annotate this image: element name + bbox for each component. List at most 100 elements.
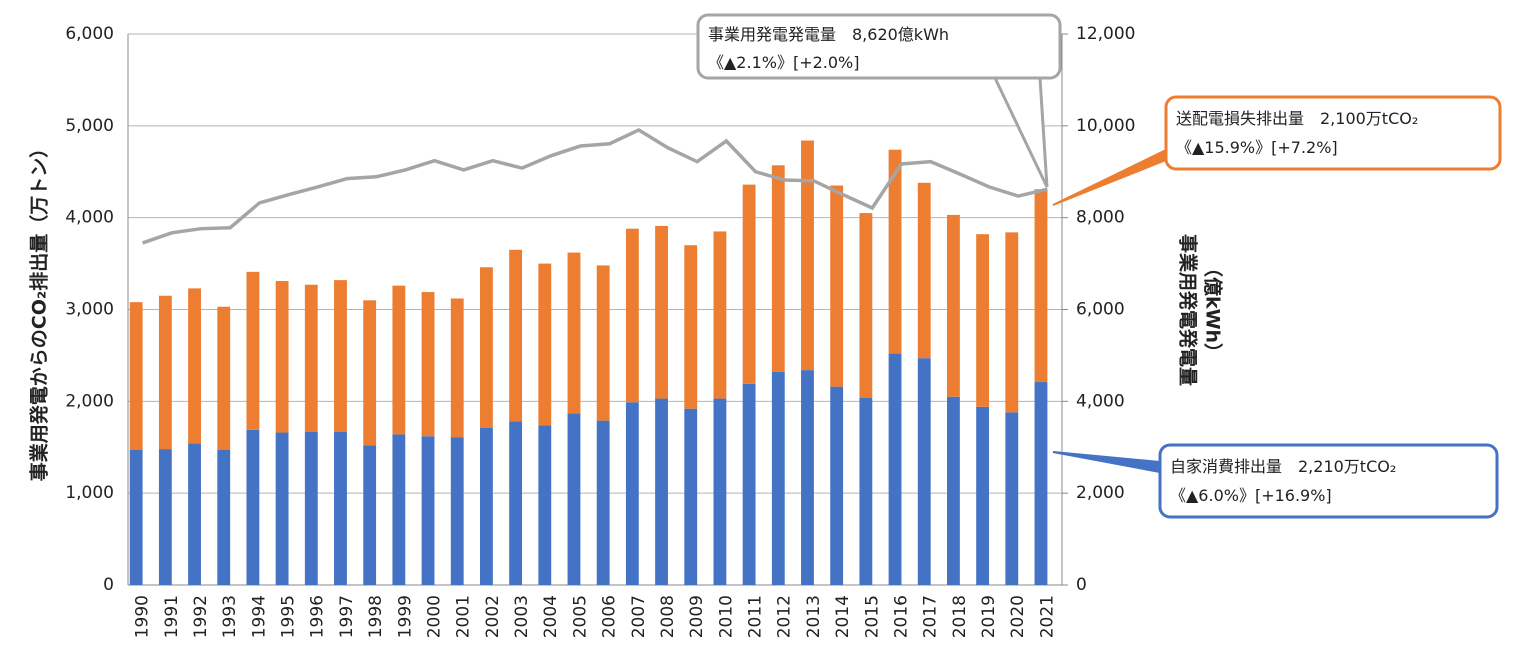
bar <box>888 353 902 585</box>
bar <box>801 370 814 585</box>
y2-tick-label: 4,000 <box>1076 391 1125 411</box>
x-tick-label: 1996 <box>308 595 328 638</box>
x-tick-label: 2018 <box>950 595 970 638</box>
bar <box>217 450 231 585</box>
x-tick-label: 2003 <box>512 595 532 638</box>
bar <box>684 408 698 585</box>
callout-box <box>1158 443 1499 519</box>
bar <box>625 228 639 403</box>
y2-tick-label: 6,000 <box>1076 300 1125 320</box>
bar <box>596 420 610 585</box>
annotation: 《▲6.0%》[+16.9%] <box>1170 486 1332 505</box>
annotation: 事業用発電発電量 8,620億kWh <box>708 25 949 44</box>
y-tick-label: 6,000 <box>65 24 114 44</box>
bar <box>158 449 172 585</box>
bar <box>625 402 639 585</box>
bar <box>392 434 406 585</box>
callout-pointer <box>993 77 1049 188</box>
bar <box>567 413 581 585</box>
bar <box>771 371 785 585</box>
bar <box>217 306 231 451</box>
x-tick-label: 2019 <box>979 595 999 638</box>
bar <box>859 397 873 585</box>
bar <box>246 271 260 430</box>
bar <box>947 396 960 585</box>
bar <box>480 427 493 585</box>
annotation: 《▲2.1%》[+2.0%] <box>708 53 860 72</box>
bar <box>450 437 464 585</box>
x-tick-label: 2015 <box>862 595 882 638</box>
x-tick-label: 2016 <box>891 595 911 638</box>
bar <box>801 140 814 371</box>
bar <box>655 398 668 585</box>
bar <box>567 252 581 414</box>
bar <box>830 185 844 387</box>
x-tick-label: 2006 <box>600 595 620 638</box>
x-tick-label: 1994 <box>249 595 269 638</box>
x-tick-label: 2012 <box>775 595 795 638</box>
bar <box>275 281 289 433</box>
bar <box>275 432 289 585</box>
y-tick-label: 4,000 <box>65 208 114 228</box>
bar <box>392 285 406 435</box>
y2-tick-label: 2,000 <box>1076 483 1125 503</box>
annotation: 送配電損失排出量 2,100万tCO₂ <box>1176 109 1418 128</box>
annotation: 《▲15.9%》[+7.2%] <box>1176 138 1338 157</box>
annotation: 自家消費排出量 2,210万tCO₂ <box>1170 457 1396 476</box>
x-tick-label: 1990 <box>133 595 153 638</box>
callout-pointer <box>1052 451 1161 474</box>
x-tick-label: 2004 <box>541 595 561 638</box>
bar <box>742 184 756 384</box>
bar <box>917 358 931 585</box>
bar <box>1005 412 1019 585</box>
x-tick-label: 2014 <box>833 595 853 638</box>
x-tick-label: 2007 <box>629 595 649 638</box>
x-tick-label: 2010 <box>716 595 736 638</box>
bar <box>450 298 464 438</box>
y2-tick-label: 0 <box>1076 575 1087 595</box>
x-tick-label: 2002 <box>483 595 503 638</box>
bar <box>538 263 552 426</box>
bar <box>1034 382 1048 585</box>
bar <box>771 165 785 372</box>
bar <box>188 288 201 444</box>
x-tick-label: 2001 <box>454 595 474 638</box>
x-tick-label: 1998 <box>366 595 386 638</box>
y-axis-label: 事業用発電からのCO₂排出量（万トン） <box>28 139 51 481</box>
bar <box>304 284 318 432</box>
bar <box>538 425 552 585</box>
bar <box>655 225 668 399</box>
x-tick-label: 2021 <box>1037 595 1057 638</box>
bar <box>334 280 347 432</box>
x-tick-label: 2013 <box>804 595 824 638</box>
bar <box>830 386 844 585</box>
bar <box>304 431 318 585</box>
y2-tick-label: 12,000 <box>1076 24 1135 44</box>
y2-tick-label: 8,000 <box>1076 208 1125 228</box>
bar <box>684 245 698 409</box>
x-tick-label: 2000 <box>424 595 444 638</box>
bar <box>246 429 260 585</box>
y2-axis-label: 事業用発電発電量 <box>1177 234 1200 386</box>
y-tick-label: 1,000 <box>65 483 114 503</box>
bar <box>1034 189 1048 383</box>
x-tick-label: 2008 <box>658 595 678 638</box>
y2-tick-label: 10,000 <box>1076 116 1135 136</box>
bar <box>480 267 493 428</box>
bar <box>129 302 143 451</box>
bar <box>947 214 960 397</box>
callout-box <box>696 13 1062 80</box>
bar <box>713 398 727 585</box>
x-tick-label: 2020 <box>1008 595 1028 638</box>
x-tick-label: 1995 <box>279 595 299 638</box>
y-tick-label: 5,000 <box>65 116 114 136</box>
callout-pointer <box>1052 148 1167 206</box>
x-tick-label: 2017 <box>921 595 941 638</box>
bar <box>713 231 727 399</box>
bar <box>742 383 756 585</box>
bar <box>421 436 435 585</box>
bar <box>129 450 143 585</box>
bar <box>859 213 873 398</box>
bar <box>596 265 610 421</box>
